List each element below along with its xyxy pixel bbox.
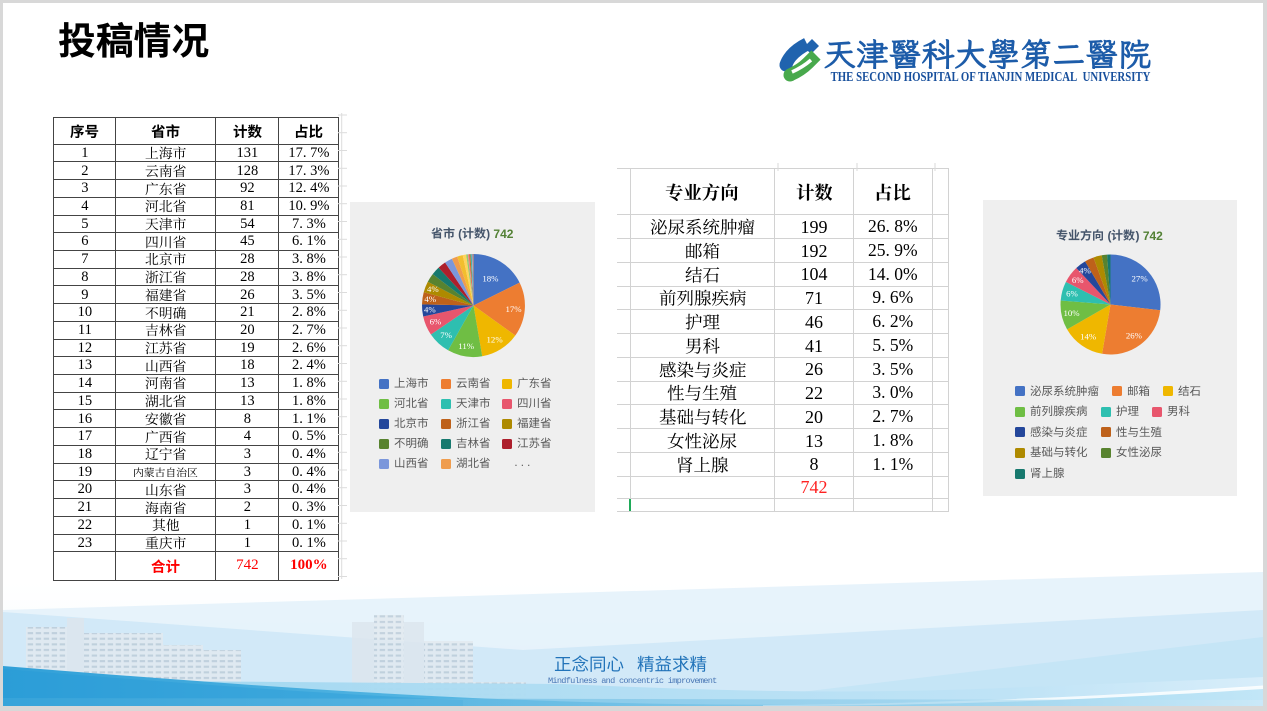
svg-text:4%: 4% bbox=[424, 304, 436, 314]
svg-text:12%: 12% bbox=[486, 334, 503, 344]
svg-text:6%: 6% bbox=[429, 316, 441, 326]
svg-text:4%: 4% bbox=[424, 294, 436, 304]
svg-text:17%: 17% bbox=[505, 303, 522, 313]
svg-text:6%: 6% bbox=[1066, 288, 1078, 298]
svg-text:7%: 7% bbox=[440, 329, 452, 339]
svg-text:4%: 4% bbox=[427, 284, 439, 294]
svg-text:11%: 11% bbox=[458, 341, 474, 351]
svg-text:18%: 18% bbox=[482, 273, 499, 283]
svg-text:26%: 26% bbox=[1126, 330, 1143, 340]
svg-text:10%: 10% bbox=[1064, 308, 1081, 318]
svg-text:4%: 4% bbox=[1079, 265, 1091, 275]
svg-text:6%: 6% bbox=[1072, 275, 1084, 285]
svg-text:14%: 14% bbox=[1080, 331, 1097, 341]
svg-text:27%: 27% bbox=[1132, 273, 1149, 283]
